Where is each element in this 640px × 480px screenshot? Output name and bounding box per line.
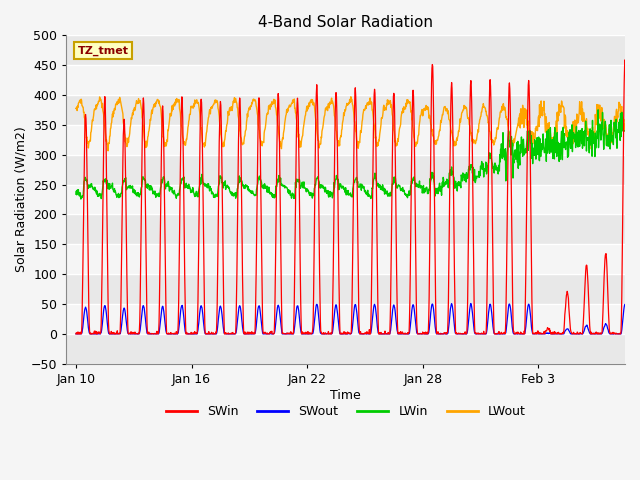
Legend: SWin, SWout, LWin, LWout: SWin, SWout, LWin, LWout xyxy=(161,400,531,423)
Text: TZ_tmet: TZ_tmet xyxy=(77,46,129,56)
Bar xyxy=(67,304,625,334)
Title: 4-Band Solar Radiation: 4-Band Solar Radiation xyxy=(258,15,433,30)
Bar xyxy=(67,244,625,274)
Bar xyxy=(67,215,625,244)
Bar xyxy=(67,155,625,185)
Y-axis label: Solar Radiation (W/m2): Solar Radiation (W/m2) xyxy=(15,127,28,273)
Bar xyxy=(67,36,625,65)
Bar xyxy=(67,274,625,304)
Bar xyxy=(67,334,625,364)
Bar xyxy=(67,125,625,155)
X-axis label: Time: Time xyxy=(330,388,361,402)
Bar xyxy=(67,185,625,215)
Bar xyxy=(67,65,625,95)
Bar xyxy=(67,95,625,125)
